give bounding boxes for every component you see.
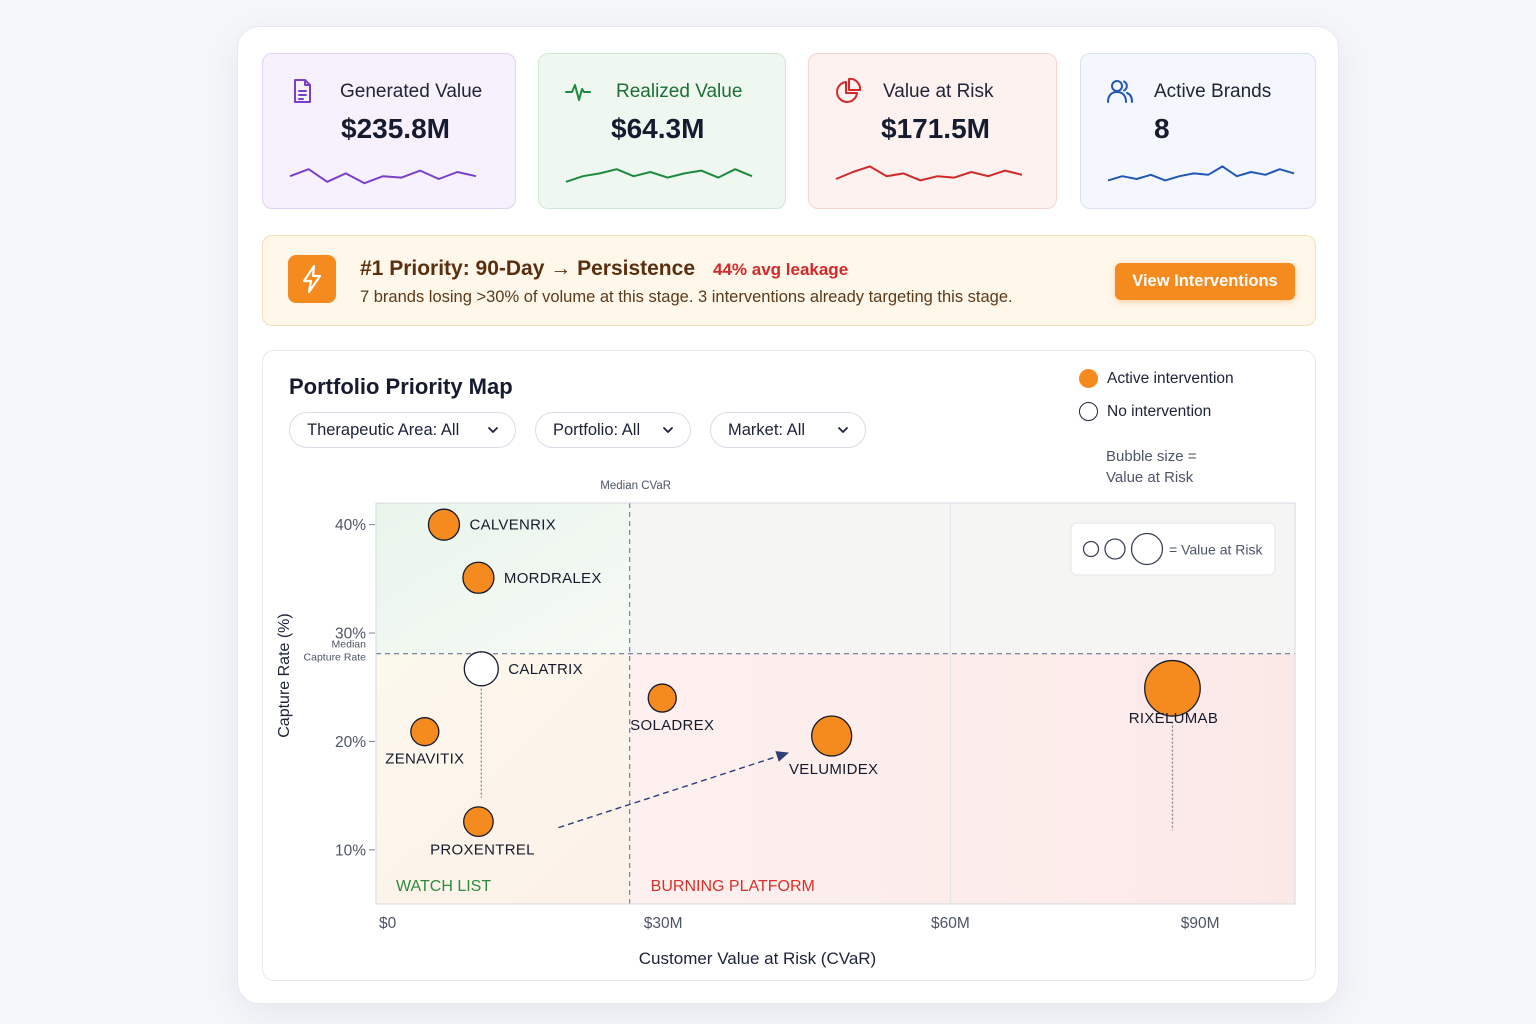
sparkline-path (1107, 165, 1295, 182)
bubble-label: MORDRALEX (504, 570, 602, 587)
y-tick-label: 20% (335, 734, 366, 751)
priority-description: 7 brands losing >30% of volume at this s… (360, 288, 1013, 306)
priority-banner: #1 Priority: 90-Day → Persistence 44% av… (262, 235, 1316, 326)
users-icon (1107, 80, 1133, 103)
legend-active: Active intervention (1079, 369, 1234, 388)
leakage-badge: 44% avg leakage (713, 260, 849, 279)
bubble-label: ZENAVITIX (385, 751, 464, 768)
kpi-value: 8 (1154, 113, 1170, 144)
kpi-label: Active Brands (1154, 81, 1272, 102)
bubble-mordralex (462, 561, 495, 594)
document-icon (294, 79, 311, 103)
chevron-down-icon (488, 427, 498, 433)
y-tick-label: 10% (335, 842, 366, 859)
filter-label: Market: All (728, 420, 806, 439)
sparkline-path (289, 168, 477, 185)
bubble-size-legend: = Value at Risk (1070, 522, 1276, 576)
bubble-label: PROXENTREL (430, 841, 535, 858)
chart-title: Portfolio Priority Map (289, 374, 513, 399)
trajectory-arrow (558, 751, 790, 829)
pulse-icon (565, 84, 591, 101)
view-interventions-button[interactable]: View Interventions (1115, 263, 1295, 300)
inset-note: = Value at Risk (1169, 542, 1264, 558)
x-axis-label: Customer Value at Risk (CVaR) (639, 949, 876, 968)
inset-box (1070, 522, 1276, 576)
bubble-rixelumab (1144, 659, 1201, 717)
sparkline-path (565, 168, 753, 183)
kpi-label: Value at Risk (883, 81, 994, 102)
filter-label: Therapeutic Area: All (307, 420, 460, 439)
bubble-soladrex (647, 683, 677, 713)
bubble-calatrix (463, 651, 499, 687)
priority-map-card: Portfolio Priority Map Therapeutic Area:… (262, 350, 1316, 981)
priority-title: #1 Priority: 90-Day → Persistence (360, 257, 695, 280)
y-axis-label: Capture Rate (%) (276, 613, 293, 738)
sparkline (289, 168, 477, 185)
inset-circle-medium (1104, 538, 1126, 560)
kpi-value: $171.5M (881, 113, 990, 144)
x-tick-label: $30M (644, 915, 683, 932)
kpi-value: $235.8M (341, 113, 450, 144)
pie-chart-icon (836, 77, 862, 103)
bubble-label: VELUMIDEX (789, 761, 878, 778)
kpi-card-active-brands[interactable]: Active Brands 8 (1080, 53, 1316, 209)
quadrant-top-left (376, 503, 630, 654)
lightning-icon (288, 255, 336, 303)
y-tick-label: 40% (335, 517, 366, 534)
empty-dot (1079, 402, 1098, 421)
filter-therapeutic-area[interactable]: Therapeutic Area: All (289, 412, 516, 448)
x-tick-label: $0 (379, 915, 397, 932)
plot-frame (375, 502, 1296, 905)
legend-label: No intervention (1107, 402, 1212, 420)
kpi-label: Generated Value (340, 81, 483, 102)
bubble-zenavitix (410, 717, 440, 747)
inset-circle-small (1082, 540, 1100, 558)
kpi-value: $64.3M (611, 113, 705, 144)
kpi-card-generated-value[interactable]: Generated Value $235.8M (262, 53, 516, 209)
legend-none: No intervention (1079, 402, 1211, 421)
filter-market[interactable]: Market: All (710, 412, 866, 448)
bubble-proxentrel (463, 806, 494, 838)
inset-circle-large (1130, 532, 1164, 566)
bubble-calvenrix (427, 508, 461, 541)
kpi-card-realized-value[interactable]: Realized Value $64.3M (538, 53, 786, 209)
sparkline-path (835, 165, 1023, 182)
x-tick-label: $90M (1181, 915, 1220, 932)
priority-scatter-plot: 10% 20% 30% 40% $0 $30M $60M $90M Customer Value… (276, 480, 1296, 968)
active-dot (1079, 369, 1098, 388)
median-y-label: Median (332, 639, 367, 651)
chevron-down-icon (838, 427, 848, 433)
bubble-label: SOLADREX (630, 717, 714, 734)
y-tick-label: 30% (335, 626, 366, 643)
kpi-label: Realized Value (616, 81, 743, 102)
median-y-label: Capture Rate (304, 652, 367, 664)
filter-label: Portfolio: All (553, 420, 641, 439)
legend-label: Active intervention (1107, 369, 1234, 387)
dashboard-panel: Generated Value $235.8M Realized Value $… (237, 26, 1339, 1004)
bubble-size-note: Bubble size = Value at Risk (1106, 448, 1197, 486)
sparkline (565, 168, 753, 183)
kpi-card-value-at-risk[interactable]: Value at Risk $171.5M (808, 53, 1057, 209)
quadrant-bottom-left (376, 653, 630, 904)
quadrant-label-burning-platform: BURNING PLATFORM (651, 878, 815, 895)
median-x-label: Median CVaR (600, 480, 671, 492)
bubble-label: CALATRIX (508, 661, 583, 678)
bubble-velumidex (811, 715, 853, 757)
bubble-label: RIXELUMAB (1129, 710, 1218, 727)
sparkline (835, 165, 1023, 182)
sparkline (1107, 165, 1295, 182)
quadrant-label-watch-list: WATCH LIST (396, 878, 491, 895)
x-tick-label: $60M (931, 915, 970, 932)
bubble-label: CALVENRIX (469, 517, 556, 534)
filter-portfolio[interactable]: Portfolio: All (535, 412, 691, 448)
chevron-down-icon (663, 427, 673, 433)
